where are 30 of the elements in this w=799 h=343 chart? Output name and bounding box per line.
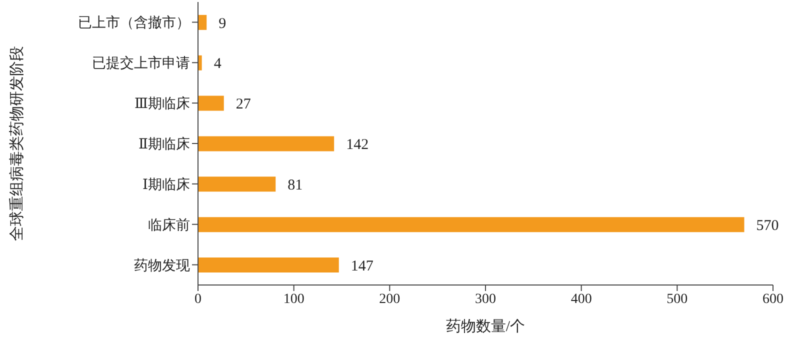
y-tick-label: Ⅰ期临床: [142, 176, 190, 193]
bar: [198, 258, 339, 273]
x-tick-label: 400: [570, 292, 592, 307]
bar: [198, 14, 207, 30]
y-tick-label: 已上市（含撤市）: [78, 15, 190, 32]
bar: [198, 136, 334, 152]
bar: [198, 96, 224, 111]
x-tick-label: 100: [283, 292, 304, 307]
x-axis-title: 药物数量/个: [446, 318, 526, 335]
data-label: 9: [218, 16, 226, 32]
bar: [198, 176, 276, 192]
data-label: 4: [214, 56, 222, 72]
x-tick-label: 600: [762, 292, 784, 307]
bar: [198, 55, 202, 70]
data-label: 147: [350, 258, 374, 274]
y-axis-title: 全球重组病毒类药物研发阶段: [8, 46, 26, 241]
data-label: 27: [236, 96, 252, 113]
y-tick-label: 临床前: [148, 217, 190, 234]
data-label: 142: [346, 137, 369, 154]
data-label: 81: [288, 177, 303, 194]
x-tick-label: 500: [666, 292, 688, 307]
x-tick-label: 0: [194, 292, 202, 307]
y-tick-label: Ⅱ期临床: [138, 136, 190, 152]
y-tick-label: Ⅲ期临床: [134, 96, 190, 112]
x-tick-label: 300: [475, 292, 496, 307]
bar: [198, 217, 744, 232]
y-tick-label: 药物发现: [134, 258, 190, 274]
y-tick-label: 已提交上市申请: [92, 56, 190, 72]
data-label: 570: [756, 218, 779, 234]
x-tick-label: 200: [379, 292, 400, 307]
